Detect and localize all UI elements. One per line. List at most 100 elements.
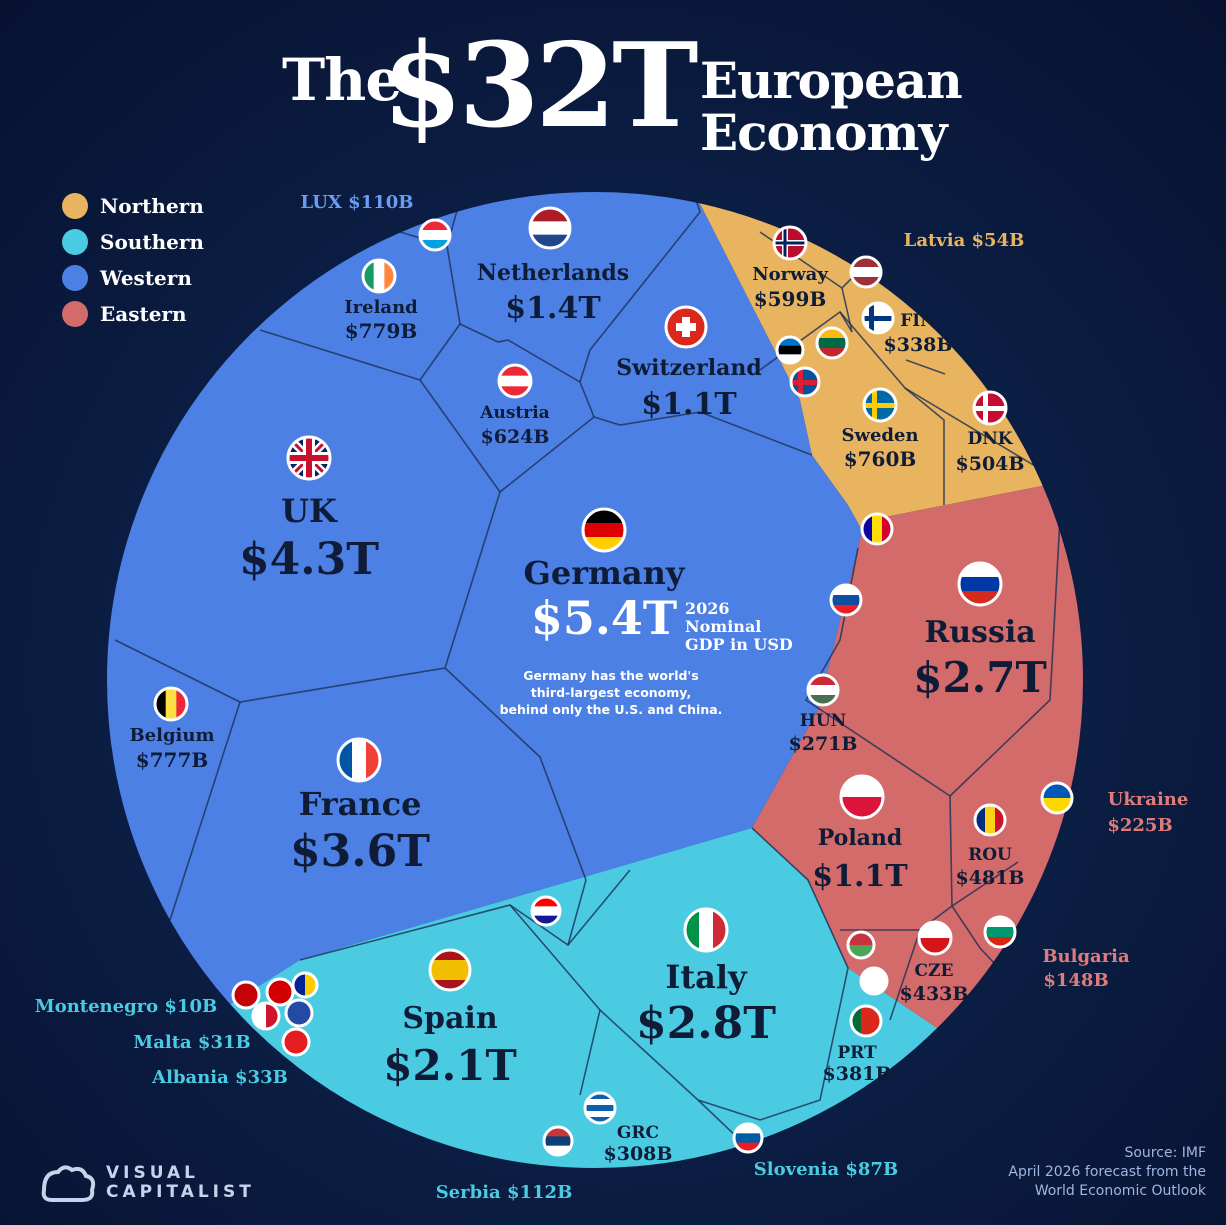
bulgaria-name: Bulgaria xyxy=(1042,946,1130,967)
legend-swatch-northern xyxy=(62,193,88,219)
switzerland-name: Switzerland xyxy=(616,355,761,381)
legend-item-eastern: Eastern xyxy=(62,296,204,332)
albania-label: Albania $33B xyxy=(151,1067,288,1088)
flag-italy-icon xyxy=(683,907,729,953)
cell-border xyxy=(859,735,1019,908)
chart-outline xyxy=(103,188,1087,1172)
cell-border xyxy=(444,667,587,881)
spain-name: Spain xyxy=(402,1001,497,1036)
flag-sweden-icon xyxy=(862,387,898,423)
belgium-value: $777B xyxy=(136,748,209,772)
switzerland-value: $1.1T xyxy=(641,387,737,422)
flag-ireland-icon xyxy=(361,258,397,294)
flag-ukraine-icon xyxy=(1040,781,1074,815)
region-western xyxy=(105,190,862,1150)
legend: Northern Southern Western Eastern xyxy=(62,188,204,332)
flag-portugal-icon xyxy=(849,1004,883,1038)
legend-swatch-southern xyxy=(62,229,88,255)
poland-name: Poland xyxy=(818,825,903,851)
netherlands-value: $1.4T xyxy=(505,291,601,326)
legend-item-southern: Southern xyxy=(62,224,204,260)
flag-macedonia-icon xyxy=(265,977,295,1007)
chart-title: The $32T European Economy xyxy=(0,0,1226,170)
czech-name: CZE xyxy=(915,961,954,981)
serbia-label: Serbia $112B xyxy=(436,1182,573,1203)
unit-line3: GDP in USD xyxy=(685,635,793,654)
unit-line2: Nominal xyxy=(685,617,761,636)
poland-value: $1.1T xyxy=(812,859,908,894)
vc-logo-icon xyxy=(41,1165,96,1202)
russia-value: $2.7T xyxy=(913,653,1047,702)
flag-estonia-icon xyxy=(775,335,805,365)
note-line1: Germany has the world's xyxy=(523,668,698,683)
logo-line2: CAPITALIST xyxy=(106,1182,255,1202)
slovenia-label: Slovenia $87B xyxy=(754,1159,898,1180)
flag-netherlands-icon xyxy=(528,206,572,250)
norway-value: $599B xyxy=(754,287,827,311)
cell-border xyxy=(751,827,849,1121)
norway-name: Norway xyxy=(752,264,828,285)
ukraine-name: Ukraine xyxy=(1108,789,1189,810)
cell-border xyxy=(905,359,946,375)
ukraine-value: $225B xyxy=(1107,815,1172,836)
uk-name: UK xyxy=(281,492,338,530)
flag-uk-icon xyxy=(286,435,332,481)
flag-poland-icon xyxy=(839,774,885,820)
flag-andorra-icon xyxy=(860,512,894,546)
legend-label: Eastern xyxy=(100,302,187,326)
cell-border xyxy=(459,323,595,418)
unit-line1: 2026 xyxy=(685,599,730,618)
ireland-name: Ireland xyxy=(344,297,418,318)
netherlands-name: Netherlands xyxy=(477,260,629,286)
source-line3: World Economic Outlook xyxy=(1034,1183,1206,1199)
romania-name: ROU xyxy=(968,845,1012,865)
legend-swatch-eastern xyxy=(62,301,88,327)
flag-layer xyxy=(153,206,1074,1157)
flag-slovakia-icon xyxy=(829,583,863,617)
title-the: The xyxy=(282,46,402,114)
cell-border xyxy=(839,287,853,333)
russia-name: Russia xyxy=(924,615,1035,650)
flag-romania-icon xyxy=(973,803,1007,837)
flag-norway-icon xyxy=(772,225,808,261)
italy-name: Italy xyxy=(665,958,748,996)
legend-label: Northern xyxy=(100,194,204,218)
source-note: Source: IMF April 2026 forecast from the… xyxy=(1008,1144,1206,1201)
belgium-name: Belgium xyxy=(129,725,214,746)
flag-montenegro-icon xyxy=(231,980,261,1010)
spain-value: $2.1T xyxy=(383,1041,517,1090)
flag-austria-icon xyxy=(497,363,533,399)
denmark-value: $504B xyxy=(956,453,1025,475)
flag-croatia-icon xyxy=(530,895,562,927)
title-line2: Economy xyxy=(700,103,948,162)
romania-value: $481B xyxy=(956,867,1025,889)
legend-swatch-western xyxy=(62,265,88,291)
flag-iceland-icon xyxy=(789,366,821,398)
austria-value: $624B xyxy=(481,426,550,448)
italy-value: $2.8T xyxy=(636,998,776,1049)
cell-border xyxy=(699,411,813,456)
legend-label: Southern xyxy=(100,230,204,254)
flag-slovenia-icon xyxy=(732,1122,764,1154)
note-line3: behind only the U.S. and China. xyxy=(500,702,723,717)
flag-latvia-icon xyxy=(849,255,883,289)
sweden-name: Sweden xyxy=(841,425,918,446)
legend-item-western: Western xyxy=(62,260,204,296)
flag-russia-icon xyxy=(957,561,1003,607)
czech-value: $433B xyxy=(900,983,969,1005)
flag-czech-icon xyxy=(917,920,953,956)
logo-line1: VISUAL xyxy=(106,1163,199,1183)
cell-border xyxy=(299,869,631,961)
finland-name: FIN xyxy=(900,311,936,331)
ireland-value: $779B xyxy=(345,319,418,343)
flag-finland-icon xyxy=(861,301,895,335)
flag-serbia-icon xyxy=(542,1125,574,1157)
hungary-value: $271B xyxy=(789,733,858,755)
cell-border xyxy=(904,387,945,505)
germany-name: Germany xyxy=(524,554,686,592)
uk-value: $4.3T xyxy=(239,534,379,585)
france-name: France xyxy=(299,785,422,823)
flag-cyprus-icon xyxy=(859,966,889,996)
